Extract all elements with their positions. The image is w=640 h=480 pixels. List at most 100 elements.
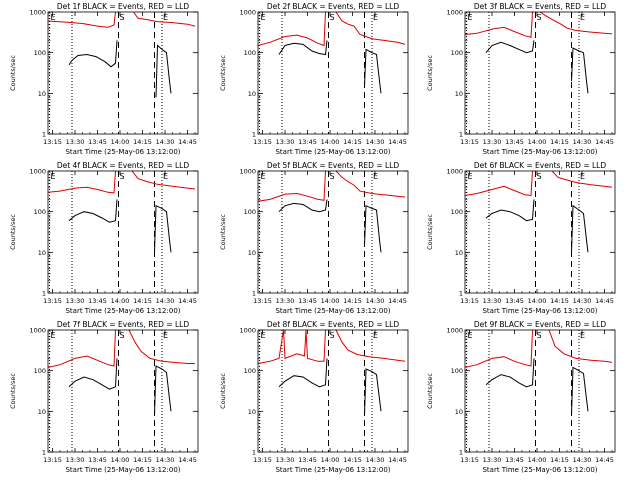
marker-label: E [261, 172, 266, 181]
y-tick-label: 10 [248, 408, 256, 416]
marker-label: E [468, 172, 473, 181]
events-series-line [364, 204, 382, 253]
x-tick-label: 14:15 [343, 138, 362, 146]
x-tick-label: 14:45 [388, 297, 407, 305]
lld-series-line [465, 330, 533, 368]
y-tick-label: 1000 [239, 168, 256, 176]
lld-series-line [335, 12, 406, 45]
x-tick-label: 14:45 [388, 456, 407, 464]
marker-label: S [537, 172, 542, 181]
events-series-line [68, 358, 118, 390]
x-tick-label: 13:30 [66, 456, 85, 464]
marker-label: E [373, 13, 378, 22]
marker-label: E [261, 331, 266, 340]
x-tick-label: 14:30 [573, 138, 592, 146]
x-tick-label: 14:45 [595, 297, 614, 305]
x-tick-label: 13:15 [460, 297, 479, 305]
lld-series-line [258, 12, 326, 47]
marker-label: E [261, 13, 266, 22]
y-axis-label: Counts/sec [426, 373, 434, 409]
lld-series-line [465, 171, 533, 197]
chart-panel: Det 5f BLACK = Events, RED = LLD Counts/s… [219, 161, 409, 315]
y-axis-label: Counts/sec [426, 214, 434, 250]
plot-frame [257, 170, 409, 294]
lld-series-line [128, 330, 195, 364]
x-tick-label: 13:15 [460, 456, 479, 464]
x-tick-label: 14:00 [528, 138, 547, 146]
plot-frame [464, 11, 616, 135]
x-tick-label: 14:30 [366, 456, 385, 464]
events-series-line [68, 40, 118, 68]
x-tick-label: 13:30 [276, 297, 295, 305]
panel-title: Det 2f BLACK = Events, RED = LLD [267, 2, 400, 11]
lld-series-line [133, 12, 196, 27]
y-tick-label: 10 [248, 249, 256, 257]
y-axis-label: Counts/sec [219, 55, 227, 91]
lld-series-line [551, 171, 613, 188]
x-tick-label: 14:30 [156, 297, 175, 305]
lld-series-line [131, 171, 196, 190]
y-tick-label: 1 [42, 131, 46, 139]
marker-label: S [537, 331, 542, 340]
y-axis-label: Counts/sec [9, 214, 17, 250]
x-tick-label: 14:45 [178, 297, 197, 305]
x-tick-label: 14:30 [156, 138, 175, 146]
marker-label: S [330, 172, 335, 181]
x-tick-label: 13:15 [460, 138, 479, 146]
panel-title: Det 1f BLACK = Events, RED = LLD [57, 2, 190, 11]
y-tick-label: 1000 [239, 9, 256, 17]
marker-label: E [163, 13, 168, 22]
panel-title: Det 6f BLACK = Events, RED = LLD [474, 161, 607, 170]
y-tick-label: 1000 [29, 168, 46, 176]
x-tick-label: 13:30 [66, 138, 85, 146]
x-axis-label: Start Time (25-May-06 13:12:00) [275, 307, 390, 315]
x-tick-label: 14:00 [321, 297, 340, 305]
y-tick-label: 1000 [446, 327, 463, 335]
x-tick-label: 14:30 [366, 138, 385, 146]
plot-frame [257, 11, 409, 135]
marker-label: S [120, 172, 125, 181]
y-axis-label: Counts/sec [426, 55, 434, 91]
x-tick-label: 13:15 [253, 456, 272, 464]
events-series-line [485, 40, 535, 54]
x-tick-label: 14:00 [111, 297, 130, 305]
x-axis-label: Start Time (25-May-06 13:12:00) [65, 466, 180, 474]
y-tick-label: 10 [455, 408, 463, 416]
x-tick-label: 13:30 [276, 138, 295, 146]
x-axis-label: Start Time (25-May-06 13:12:00) [482, 148, 597, 156]
chart-panel: Det 8f BLACK = Events, RED = LLD Counts/s… [219, 320, 409, 474]
y-tick-label: 10 [248, 90, 256, 98]
y-tick-label: 100 [451, 49, 463, 57]
x-tick-label: 13:30 [276, 456, 295, 464]
chart-panel: Det 6f BLACK = Events, RED = LLD Counts/s… [426, 161, 616, 315]
y-tick-label: 10 [455, 249, 463, 257]
x-axis-label: Start Time (25-May-06 13:12:00) [65, 307, 180, 315]
x-tick-label: 13:45 [505, 297, 524, 305]
chart-panel: Det 4f BLACK = Events, RED = LLD Counts/s… [9, 161, 199, 315]
y-tick-label: 1000 [239, 327, 256, 335]
y-axis-label: Counts/sec [9, 373, 17, 409]
x-tick-label: 14:00 [528, 297, 547, 305]
panel-title: Det 4f BLACK = Events, RED = LLD [57, 161, 190, 170]
events-series-line [154, 204, 172, 253]
plot-frame [464, 170, 616, 294]
events-series-line [571, 366, 589, 416]
marker-label: S [120, 13, 125, 22]
chart-panel: Det 9f BLACK = Events, RED = LLD Counts/s… [426, 320, 616, 474]
y-tick-label: 1 [42, 449, 46, 457]
panel-title: Det 7f BLACK = Events, RED = LLD [57, 320, 190, 329]
x-tick-label: 13:30 [66, 297, 85, 305]
y-tick-label: 1 [459, 131, 463, 139]
y-tick-label: 10 [38, 90, 46, 98]
x-tick-label: 13:45 [298, 297, 317, 305]
chart-panel: Det 7f BLACK = Events, RED = LLD Counts/s… [9, 320, 199, 474]
events-series-line [364, 368, 382, 416]
marker-label: E [580, 331, 585, 340]
x-tick-label: 14:15 [133, 138, 152, 146]
lld-series-line [48, 12, 116, 28]
panel-title: Det 3f BLACK = Events, RED = LLD [474, 2, 607, 11]
y-tick-label: 1000 [446, 168, 463, 176]
y-tick-label: 1 [252, 131, 256, 139]
plot-frame [47, 11, 199, 135]
